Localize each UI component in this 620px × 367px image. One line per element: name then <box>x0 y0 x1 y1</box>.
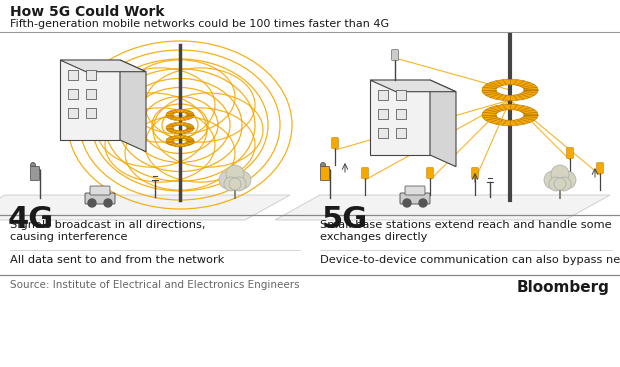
Polygon shape <box>430 80 456 167</box>
Text: Fifth-generation mobile networks could be 100 times faster than 4G: Fifth-generation mobile networks could b… <box>10 19 389 29</box>
Circle shape <box>233 171 251 189</box>
Circle shape <box>104 199 112 207</box>
Polygon shape <box>482 104 538 126</box>
Polygon shape <box>275 195 610 220</box>
Circle shape <box>403 199 411 207</box>
Polygon shape <box>0 195 290 220</box>
Text: Bloomberg: Bloomberg <box>517 280 610 295</box>
Polygon shape <box>378 90 388 100</box>
FancyBboxPatch shape <box>30 167 40 181</box>
Polygon shape <box>482 79 538 101</box>
Polygon shape <box>396 128 406 138</box>
Circle shape <box>544 171 562 189</box>
FancyBboxPatch shape <box>427 168 433 178</box>
Polygon shape <box>396 109 406 119</box>
Polygon shape <box>120 60 146 152</box>
Circle shape <box>224 177 238 191</box>
FancyBboxPatch shape <box>400 193 430 204</box>
Circle shape <box>557 177 571 191</box>
FancyBboxPatch shape <box>361 168 368 178</box>
Polygon shape <box>68 89 78 99</box>
Circle shape <box>219 171 237 189</box>
Polygon shape <box>86 108 96 118</box>
Text: exchanges directly: exchanges directly <box>320 232 427 242</box>
Text: 4G: 4G <box>8 205 55 234</box>
Polygon shape <box>378 109 388 119</box>
Polygon shape <box>86 89 96 99</box>
Circle shape <box>232 177 246 191</box>
Text: Device-to-device communication can also bypass network: Device-to-device communication can also … <box>320 255 620 265</box>
Circle shape <box>551 165 569 183</box>
Text: All data sent to and from the network: All data sent to and from the network <box>10 255 224 265</box>
Polygon shape <box>166 123 194 134</box>
Polygon shape <box>370 80 456 92</box>
Polygon shape <box>370 80 430 155</box>
FancyBboxPatch shape <box>596 163 603 173</box>
Polygon shape <box>60 60 146 72</box>
Circle shape <box>229 178 241 190</box>
Polygon shape <box>166 135 194 146</box>
Polygon shape <box>378 128 388 138</box>
Circle shape <box>549 177 563 191</box>
FancyBboxPatch shape <box>332 138 339 148</box>
Text: Source: Institute of Electrical and Electronics Engineers: Source: Institute of Electrical and Elec… <box>10 280 299 290</box>
Circle shape <box>226 165 244 183</box>
Polygon shape <box>166 109 194 121</box>
FancyBboxPatch shape <box>392 50 398 60</box>
Circle shape <box>30 163 35 167</box>
FancyBboxPatch shape <box>85 193 115 204</box>
FancyBboxPatch shape <box>90 186 110 195</box>
FancyBboxPatch shape <box>472 168 478 178</box>
Text: Small base stations extend reach and handle some: Small base stations extend reach and han… <box>320 220 611 230</box>
Polygon shape <box>68 108 78 118</box>
Text: causing interference: causing interference <box>10 232 128 242</box>
FancyBboxPatch shape <box>567 148 574 158</box>
Text: How 5G Could Work: How 5G Could Work <box>10 5 164 19</box>
FancyBboxPatch shape <box>405 186 425 195</box>
Text: 5G: 5G <box>322 205 368 234</box>
Circle shape <box>558 171 576 189</box>
Circle shape <box>419 199 427 207</box>
Circle shape <box>88 199 96 207</box>
Text: Signals broadcast in all directions,: Signals broadcast in all directions, <box>10 220 205 230</box>
Polygon shape <box>60 60 120 140</box>
FancyBboxPatch shape <box>321 167 329 181</box>
Circle shape <box>321 163 326 167</box>
Polygon shape <box>396 90 406 100</box>
Polygon shape <box>86 70 96 80</box>
Polygon shape <box>68 70 78 80</box>
Circle shape <box>554 178 566 190</box>
